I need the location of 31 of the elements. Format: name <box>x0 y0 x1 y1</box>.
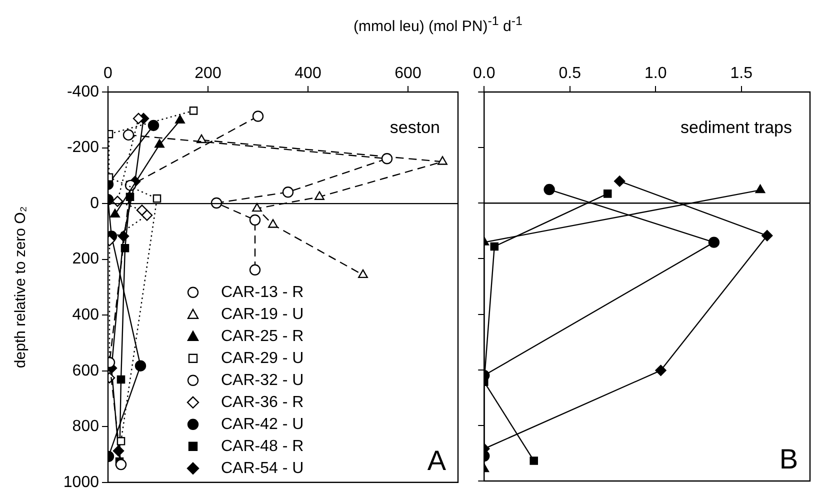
x-tick-label: 600 <box>394 64 422 82</box>
x-tick-label: 200 <box>194 64 222 82</box>
legend-label: CAR-25 - R <box>221 328 304 345</box>
legend-label: CAR-19 - U <box>221 306 304 323</box>
y-tick-label: -400 <box>66 83 100 100</box>
y-axis-title: depth relative to zero O₂ <box>12 206 30 368</box>
legend-label: CAR-29 - U <box>221 350 304 367</box>
x-tick-label: 0.0 <box>472 64 496 82</box>
x-tick-label: 1.0 <box>644 64 667 82</box>
x-tick-label: 0 <box>104 64 113 82</box>
legend-label: CAR-42 - U <box>221 416 304 433</box>
x-tick-label: 1.5 <box>730 64 753 82</box>
y-tick-label: -200 <box>66 139 100 156</box>
legend-label: CAR-36 - R <box>221 394 304 411</box>
y-tick-label: 400 <box>72 306 100 324</box>
annotation: sediment traps <box>680 118 792 138</box>
legend-label: CAR-32 - U <box>221 372 304 389</box>
annotation: B <box>779 444 798 475</box>
annotation: A <box>427 445 446 476</box>
y-tick-label: 600 <box>72 362 100 380</box>
y-tick-label: 1000 <box>63 474 100 491</box>
y-tick-label: 200 <box>72 250 100 268</box>
x-tick-label: 400 <box>294 64 322 82</box>
legend-label: CAR-13 - R <box>221 284 304 301</box>
y-tick-label: 0 <box>90 194 100 212</box>
x-tick-label: 0.5 <box>558 64 582 82</box>
legend-label: CAR-48 - R <box>221 438 304 455</box>
x-axis-title: (mmol leu) (mol PN)$^{-1}$ d$^{-1}$ <box>352 14 524 35</box>
annotation: seston <box>390 118 440 138</box>
legend-label: CAR-54 - U <box>221 460 304 477</box>
y-tick-label: 800 <box>72 418 100 436</box>
